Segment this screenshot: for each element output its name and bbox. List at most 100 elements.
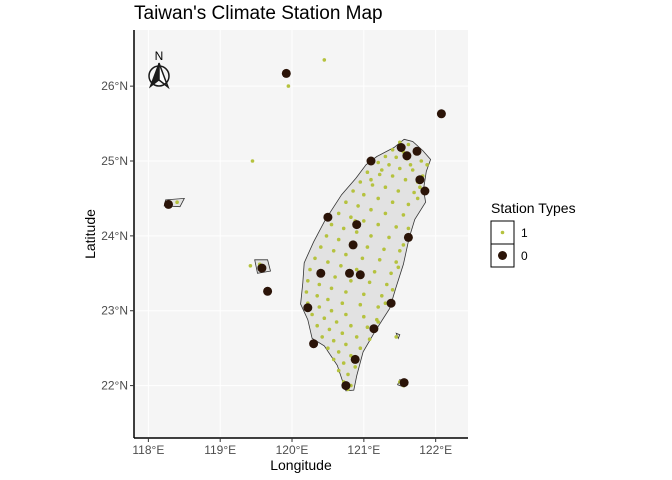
x-tick-label: 118°E: [132, 443, 164, 457]
station-point-type-1: [369, 177, 373, 182]
station-point-type-0: [345, 268, 354, 278]
station-point-type-1: [406, 142, 411, 147]
legend-label-1: 1: [521, 226, 528, 240]
station-point-type-1: [358, 180, 363, 184]
station-point-type-1: [383, 301, 388, 306]
station-point-type-1: [306, 279, 310, 283]
station-point-type-1: [322, 316, 327, 321]
station-point-type-1: [365, 170, 370, 174]
station-point-type-1: [331, 249, 336, 253]
y-tick-label: 25°N: [101, 154, 128, 168]
station-point-type-0: [355, 270, 365, 280]
station-point-type-0: [386, 298, 396, 308]
y-axis-title: Latitude: [82, 209, 98, 259]
station-point-type-0: [281, 68, 291, 78]
station-point-type-1: [369, 234, 373, 238]
station-point-type-1: [362, 292, 366, 297]
station-point-type-1: [398, 249, 402, 253]
station-point-type-0: [415, 175, 425, 185]
north-arrow-label: N: [155, 49, 164, 63]
station-point-type-1: [369, 207, 373, 212]
station-point-type-1: [344, 200, 348, 204]
station-point-type-1: [336, 237, 341, 242]
station-point-type-0: [257, 263, 267, 273]
station-point-type-1: [406, 226, 411, 231]
station-point-type-1: [362, 314, 366, 319]
station-point-type-1: [387, 163, 391, 167]
station-point-type-1: [408, 163, 413, 167]
station-point-type-1: [415, 196, 420, 201]
station-point-type-1: [412, 190, 416, 195]
station-point-type-1: [390, 288, 395, 292]
station-point-type-1: [365, 245, 370, 249]
station-point-type-1: [322, 58, 327, 62]
station-point-type-0: [309, 339, 319, 349]
station-point-type-1: [326, 346, 330, 351]
station-point-type-1: [336, 368, 341, 373]
station-point-type-1: [396, 265, 401, 270]
north-arrow-ring: [148, 65, 170, 87]
station-point-type-1: [310, 312, 314, 317]
x-tick-label: 122°E: [419, 443, 452, 457]
station-point-type-0: [303, 303, 313, 313]
station-point-type-1: [339, 264, 343, 268]
station-point-type-1: [344, 252, 348, 257]
station-point-type-1: [329, 222, 334, 227]
station-point-type-1: [382, 247, 386, 252]
station-point-type-0: [164, 199, 173, 209]
station-point-type-1: [354, 267, 359, 272]
station-point-type-1: [380, 168, 384, 172]
station-point-type-1: [401, 243, 406, 247]
y-tick-label: 23°N: [101, 304, 128, 318]
station-point-type-1: [358, 302, 363, 307]
station-point-type-1: [401, 213, 406, 217]
station-point-type-1: [346, 372, 350, 377]
station-point-type-0: [316, 268, 326, 278]
grid-lines: [134, 30, 468, 438]
station-point-type-1: [376, 196, 381, 201]
station-point-type-1: [344, 290, 348, 294]
station-point-type-1: [380, 294, 384, 298]
stations-layer: [164, 58, 446, 392]
station-point-type-1: [340, 331, 345, 336]
station-point-type-1: [331, 357, 336, 362]
station-point-type-0: [348, 240, 358, 250]
station-point-type-1: [326, 260, 330, 264]
station-point-type-0: [402, 151, 412, 161]
station-point-type-1: [344, 342, 348, 347]
station-point-type-1: [376, 320, 381, 324]
station-point-type-1: [389, 271, 393, 276]
station-point-type-1: [353, 365, 358, 369]
station-point-type-0: [420, 186, 430, 196]
station-point-type-1: [354, 230, 359, 234]
station-point-type-1: [341, 226, 346, 231]
station-point-type-1: [329, 286, 334, 291]
station-point-type-1: [377, 258, 382, 262]
station-point-type-1: [365, 325, 370, 330]
station-point-type-1: [383, 185, 388, 189]
station-point-type-1: [396, 189, 401, 193]
station-point-type-1: [308, 267, 312, 272]
station-point-type-1: [376, 305, 381, 309]
north-arrow-icon-right: [158, 62, 170, 90]
station-point-type-0: [352, 220, 362, 230]
station-point-type-1: [394, 260, 399, 264]
station-point-type-1: [425, 163, 429, 167]
station-point-type-1: [367, 337, 372, 342]
station-point-type-1: [315, 294, 320, 298]
station-point-type-0: [369, 324, 379, 334]
station-point-type-1: [286, 84, 291, 88]
x-tick-label: 120°E: [276, 443, 309, 457]
station-point-type-1: [331, 338, 336, 343]
station-point-type-1: [360, 256, 365, 261]
station-point-type-1: [394, 155, 399, 160]
station-point-type-1: [334, 320, 339, 324]
station-point-type-1: [390, 148, 395, 152]
station-point-type-1: [419, 159, 424, 163]
station-point-type-1: [376, 160, 381, 165]
station-point-type-1: [329, 308, 334, 313]
station-point-type-1: [387, 235, 391, 240]
plot-panel: N: [133, 30, 468, 439]
station-point-type-1: [390, 200, 395, 204]
